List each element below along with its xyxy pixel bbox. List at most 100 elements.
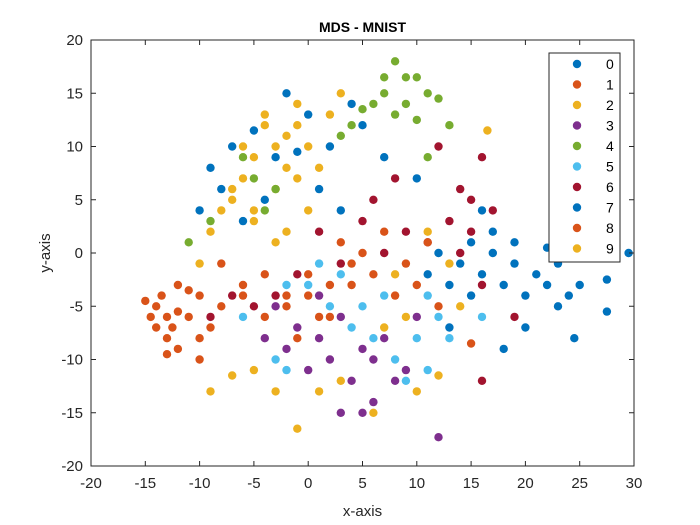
point-2-3 bbox=[293, 121, 302, 130]
point-5-14 bbox=[380, 291, 389, 300]
x-ticks: -20 -15 -10 -5 0 5 10 15 20 25 30 bbox=[80, 40, 642, 492]
point-1-16 bbox=[282, 302, 291, 311]
point-4-4 bbox=[423, 89, 432, 98]
point-8-9 bbox=[238, 280, 248, 290]
point-9-14 bbox=[401, 312, 411, 322]
point-4-19 bbox=[336, 131, 345, 140]
point-1-14 bbox=[238, 291, 248, 300]
point-6-1 bbox=[456, 184, 465, 194]
point-2-18 bbox=[293, 99, 302, 109]
legend-label: 9 bbox=[606, 241, 614, 257]
point-8-11 bbox=[195, 291, 204, 300]
point-9-7 bbox=[369, 408, 378, 417]
point-4-18 bbox=[260, 206, 269, 215]
point-7-24 bbox=[488, 227, 497, 236]
legend-marker bbox=[572, 182, 582, 192]
point-0-5 bbox=[325, 142, 335, 151]
y-tick-label: -5 bbox=[70, 298, 83, 315]
point-7-6 bbox=[542, 280, 552, 290]
point-1-23 bbox=[195, 355, 204, 364]
point-8-18 bbox=[401, 259, 411, 268]
legend-label: 1 bbox=[606, 77, 614, 93]
series-9 bbox=[195, 126, 492, 433]
point-8-1 bbox=[304, 270, 313, 279]
point-9-11 bbox=[445, 259, 454, 268]
point-8-8 bbox=[260, 270, 269, 279]
y-tick-label: 5 bbox=[75, 192, 83, 209]
y-tick-label: -15 bbox=[61, 405, 83, 422]
legend-label: 2 bbox=[606, 97, 614, 113]
series-5 bbox=[238, 259, 487, 385]
legend-item-5: 5 bbox=[572, 159, 614, 175]
point-5-12 bbox=[314, 259, 324, 268]
point-7-10 bbox=[499, 280, 508, 290]
point-5-13 bbox=[336, 270, 345, 279]
point-4-14 bbox=[206, 216, 215, 226]
x-axis-label: x-axis bbox=[343, 503, 382, 520]
point-5-8 bbox=[423, 365, 432, 375]
point-5-6 bbox=[434, 312, 443, 322]
legend-label: 6 bbox=[606, 179, 614, 195]
point-2-12 bbox=[217, 206, 226, 215]
point-4-13 bbox=[412, 115, 421, 125]
point-9-15 bbox=[456, 302, 465, 311]
point-9-18 bbox=[228, 184, 237, 194]
point-5-9 bbox=[271, 355, 280, 364]
point-8-19 bbox=[423, 238, 432, 247]
point-6-9 bbox=[358, 216, 367, 226]
point-6-11 bbox=[314, 227, 324, 236]
series-3 bbox=[260, 291, 443, 442]
point-5-7 bbox=[401, 376, 411, 385]
point-6-4 bbox=[488, 206, 497, 215]
point-1-18 bbox=[325, 312, 335, 322]
legend-marker bbox=[572, 162, 582, 171]
axes: -20 -15 -10 -5 0 5 10 15 20 25 30 -20-15-10-505101… bbox=[61, 32, 642, 492]
point-7-4 bbox=[564, 291, 573, 300]
point-4-12 bbox=[445, 121, 454, 130]
point-8-15 bbox=[314, 312, 324, 322]
point-5-11 bbox=[282, 280, 291, 290]
point-3-14 bbox=[260, 334, 269, 343]
point-3-6 bbox=[325, 355, 335, 364]
legend-label: 5 bbox=[606, 159, 614, 175]
x-tick-label: 30 bbox=[626, 475, 643, 492]
x-tick-label: 5 bbox=[358, 475, 366, 492]
point-0-6 bbox=[347, 99, 356, 109]
point-7-11 bbox=[488, 248, 497, 258]
point-6-3 bbox=[466, 195, 476, 204]
point-2-19 bbox=[336, 89, 345, 98]
point-9-4 bbox=[249, 365, 259, 375]
point-1-7 bbox=[146, 312, 155, 322]
point-2-13 bbox=[249, 216, 259, 226]
point-1-15 bbox=[260, 312, 269, 322]
point-7-15 bbox=[445, 280, 454, 290]
point-5-16 bbox=[445, 334, 454, 343]
point-3-3 bbox=[336, 312, 345, 322]
point-7-9 bbox=[510, 259, 519, 268]
point-1-6 bbox=[173, 344, 183, 354]
point-2-10 bbox=[314, 163, 324, 172]
point-5-0 bbox=[304, 280, 313, 290]
point-7-7 bbox=[532, 270, 541, 279]
point-0-12 bbox=[314, 184, 324, 194]
point-7-14 bbox=[456, 259, 465, 268]
point-7-12 bbox=[477, 270, 487, 279]
point-0-16 bbox=[304, 110, 313, 119]
point-8-3 bbox=[347, 259, 356, 268]
point-3-13 bbox=[358, 408, 367, 417]
point-2-9 bbox=[293, 174, 302, 183]
legend-box bbox=[548, 52, 621, 263]
series-1 bbox=[141, 280, 356, 364]
point-6-20 bbox=[456, 248, 465, 258]
point-4-3 bbox=[412, 73, 421, 82]
point-0-9 bbox=[238, 216, 248, 226]
legend-marker bbox=[572, 121, 582, 130]
point-4-7 bbox=[369, 99, 378, 109]
point-1-17 bbox=[304, 291, 313, 300]
point-0-2 bbox=[228, 142, 237, 151]
point-2-21 bbox=[282, 163, 291, 172]
y-tick-label: 0 bbox=[75, 245, 83, 262]
point-6-10 bbox=[336, 259, 345, 268]
